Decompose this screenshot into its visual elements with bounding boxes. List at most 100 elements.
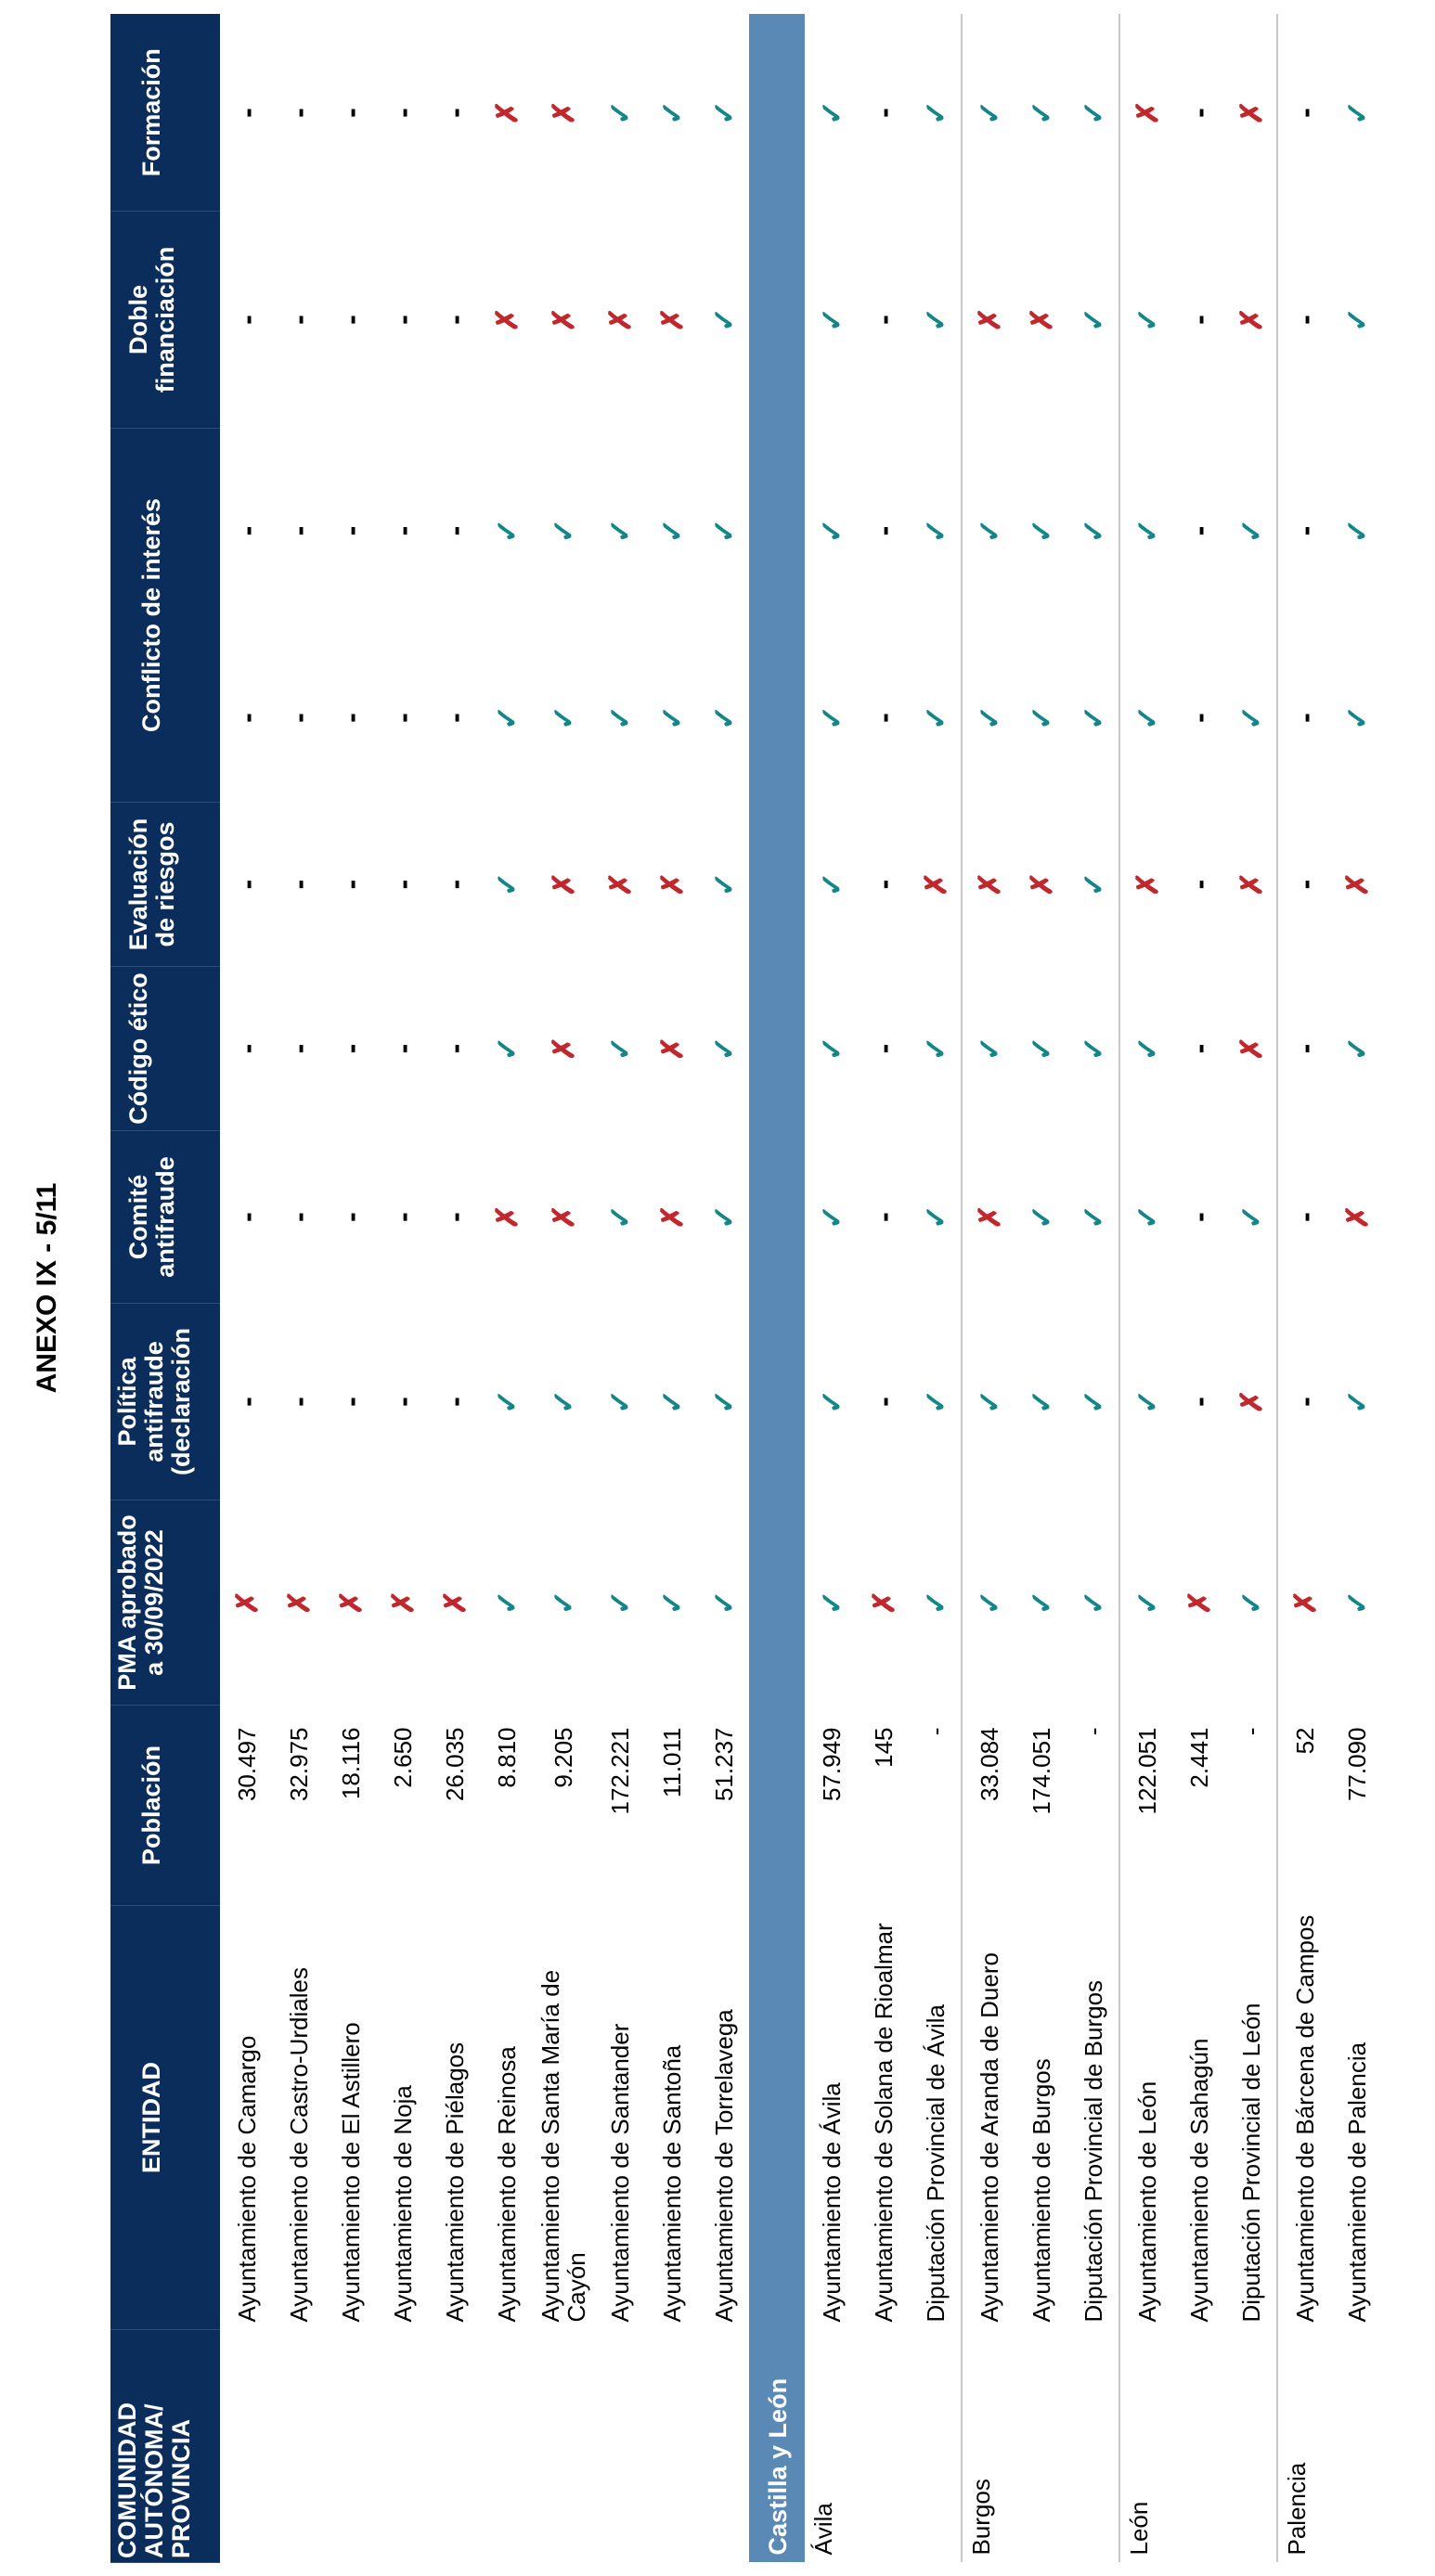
status-mark: ✓ [1340,307,1374,332]
status-mark: ✓ [490,871,524,897]
status-mark: ✗ [1119,802,1172,967]
status-mark: ✗ [490,100,524,125]
status-mark: - [334,713,368,723]
table-row: Ayuntamiento de Piélagos 26.035 ✗ - - - - - - - - [428,15,480,2563]
province-cell [697,2330,749,2563]
entity-cell: Ayuntamiento de Torrelavega [710,2009,738,2323]
status-mark: ✓ [1025,1590,1058,1616]
status-mark: - [386,525,420,536]
status-mark: - [1277,633,1330,803]
status-mark: ✓ [1119,633,1172,803]
header-cell: Formación [110,14,220,212]
status-mark: ✓ [655,100,689,125]
table-row: Ávila Ayuntamiento de Ávila 57.949 ✓ ✓ ✓ ✓ ✓ ✓ ✓ ✓… [805,15,857,2563]
table-row: Diputación Provincial de Burgos - ✓ ✓ ✓ ✓ ✓ ✓ ✓ ✓… [1067,15,1119,2563]
status-mark: ✓ [1340,1036,1374,1062]
table-row: Ayuntamiento de Reinosa 8.810 ✓ ✓ ✗ ✓ ✓ ✓ ✓ ✗ ✗ [480,15,532,2563]
status-mark: - [867,1043,900,1054]
status-mark: ✓ [815,518,848,544]
status-mark: ✗ [655,307,689,332]
status-mark: ✓ [490,1389,524,1414]
header-cell: ENTIDAD [110,1905,220,2330]
status-mark: - [230,525,264,536]
status-mark: ✓ [919,1389,952,1414]
header-cell: Conflicto de interés [110,428,220,803]
province-cell: Burgos [962,2329,1015,2563]
table-row: Ayuntamiento de Castro-Urdiales 32.975 ✗ - -… [272,15,324,2563]
status-mark: ✓ [1340,1389,1374,1414]
table-row: Ayuntamiento de Burgos 174.051 ✓ ✓ ✓ ✓ ✗ ✓ ✓ ✗ ✓ [1015,15,1067,2563]
status-mark: ✗ [655,1036,689,1062]
status-mark: ✗ [603,307,637,332]
status-mark: ✓ [547,1389,580,1414]
status-mark: ✗ [334,1590,368,1616]
status-mark: ✓ [490,705,524,730]
status-mark: ✗ [386,1590,420,1616]
province-cell [428,2330,480,2563]
status-mark: - [1183,315,1216,325]
status-mark: ✓ [815,705,848,730]
status-mark: ✓ [655,1590,689,1616]
status-mark: - [282,713,316,723]
status-mark: - [1277,1130,1330,1304]
status-mark: - [867,1212,900,1222]
status-mark: - [386,315,420,325]
status-mark: ✓ [1077,100,1110,125]
status-mark: ✓ [962,966,1015,1131]
status-mark: ✓ [1235,518,1268,544]
status-mark: ✓ [919,1204,952,1230]
entity-cell: Ayuntamiento de Castro-Urdiales [285,1967,313,2323]
entity-cell: Ayuntamiento de Palencia [1343,2041,1371,2323]
population-cell: 9.205 [549,1727,577,1788]
status-mark: ✓ [1077,705,1110,730]
population-cell: 2.441 [1185,1727,1213,1788]
status-mark: ✗ [919,871,952,897]
status-mark: - [438,108,472,118]
status-mark: ✓ [1025,705,1058,730]
status-mark: - [282,108,316,118]
status-mark: - [438,1212,472,1222]
population-cell: 11.011 [658,1727,686,1798]
status-mark: ✗ [1340,871,1374,897]
status-mark: ✓ [1119,966,1172,1131]
status-mark: - [282,315,316,325]
province-cell: Palencia [1277,2329,1330,2563]
table-row: Diputación Provincial de Ávila - ✓ ✓ ✓ ✓ ✗ ✓ ✓ ✓ ✓ [909,15,962,2563]
status-mark: - [334,1212,368,1222]
status-mark: ✗ [547,1036,580,1062]
province-cell [1172,2330,1224,2563]
status-mark: ✗ [1235,1389,1268,1414]
status-mark: ✓ [603,705,637,730]
status-mark: ✓ [1025,1036,1058,1062]
status-mark: ✗ [867,1590,900,1616]
status-mark: - [230,108,264,118]
header-cell: COMUNIDAD AUTÓNOMA/ PROVINCIA [110,2329,220,2563]
population-cell: 52 [1277,1705,1330,1906]
status-mark: ✓ [707,100,741,125]
status-mark: - [386,713,420,723]
province-cell [272,2330,324,2563]
status-mark: ✓ [1077,1204,1110,1230]
status-mark: - [438,713,472,723]
status-mark: ✓ [815,1036,848,1062]
annex-table: COMUNIDAD AUTÓNOMA/ PROVINCIA ENTIDAD Po… [110,14,1382,2564]
status-mark: - [438,525,472,536]
status-mark: ✓ [547,518,580,544]
status-mark: ✓ [1340,1590,1374,1616]
table-row: Ayuntamiento de Santoña 11.011 ✓ ✓ ✗ ✗ ✗ ✓ ✓ ✗ ✓ [645,15,697,2563]
table-row: Ayuntamiento de Camargo 30.497 ✗ - - - - - - - - [220,15,272,2563]
population-cell: 145 [870,1727,898,1768]
entity-cell: Ayuntamiento de Aranda de Duero [962,1905,1015,2330]
status-mark: ✓ [1077,1036,1110,1062]
status-mark: ✓ [1119,1130,1172,1304]
population-cell: 57.949 [818,1727,846,1802]
status-mark: ✓ [962,633,1015,803]
status-mark: ✓ [1340,705,1374,730]
province-cell [324,2330,376,2563]
status-mark: ✓ [1235,1590,1268,1616]
status-mark: ✓ [1025,100,1058,125]
population-cell: 32.975 [285,1727,313,1802]
status-mark: ✓ [1025,1389,1058,1414]
status-mark: - [867,315,900,325]
status-mark: - [230,879,264,890]
